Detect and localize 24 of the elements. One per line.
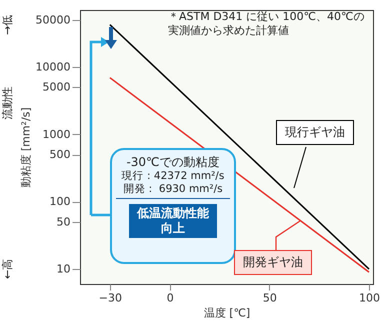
- annotation: 低温流動性能向上: [129, 204, 217, 238]
- x-tick-label: −30: [98, 292, 122, 304]
- y-axis-title: 動粘度 [mm²/s]: [20, 107, 33, 188]
- y-tick-label: 50000: [36, 13, 70, 26]
- x-tick-label: 50: [262, 292, 277, 304]
- annotation: -30℃での動粘度: [125, 155, 221, 170]
- y-tick-label: 1000: [42, 128, 70, 141]
- x-tick-label: 100: [359, 292, 380, 304]
- y-tick-label: 500: [50, 148, 70, 162]
- x-axis-title: 温度 [℃]: [204, 306, 250, 320]
- annotation: 開発 : 6930 mm²/s: [116, 183, 230, 200]
- annotation: 現行 : 42372 mm²/s: [120, 170, 226, 184]
- y-tick-label: 10000: [36, 60, 70, 74]
- x-tick-label: 0: [166, 292, 174, 304]
- y-tick-label: 50: [56, 215, 70, 228]
- text: →低: [1, 14, 15, 37]
- y-tick-label: 10: [56, 262, 70, 276]
- text: 現行ギヤ油: [276, 120, 354, 145]
- text: 流動性: [1, 85, 15, 122]
- y-tick-label: 100: [50, 195, 70, 208]
- annotation: ＊ASTM D341 に従い 100℃、40℃の実測値から求めた計算値: [168, 10, 366, 38]
- text: ←高: [1, 258, 15, 281]
- y-tick-label: 5000: [42, 80, 70, 94]
- text: 開発ギヤ油: [234, 250, 312, 275]
